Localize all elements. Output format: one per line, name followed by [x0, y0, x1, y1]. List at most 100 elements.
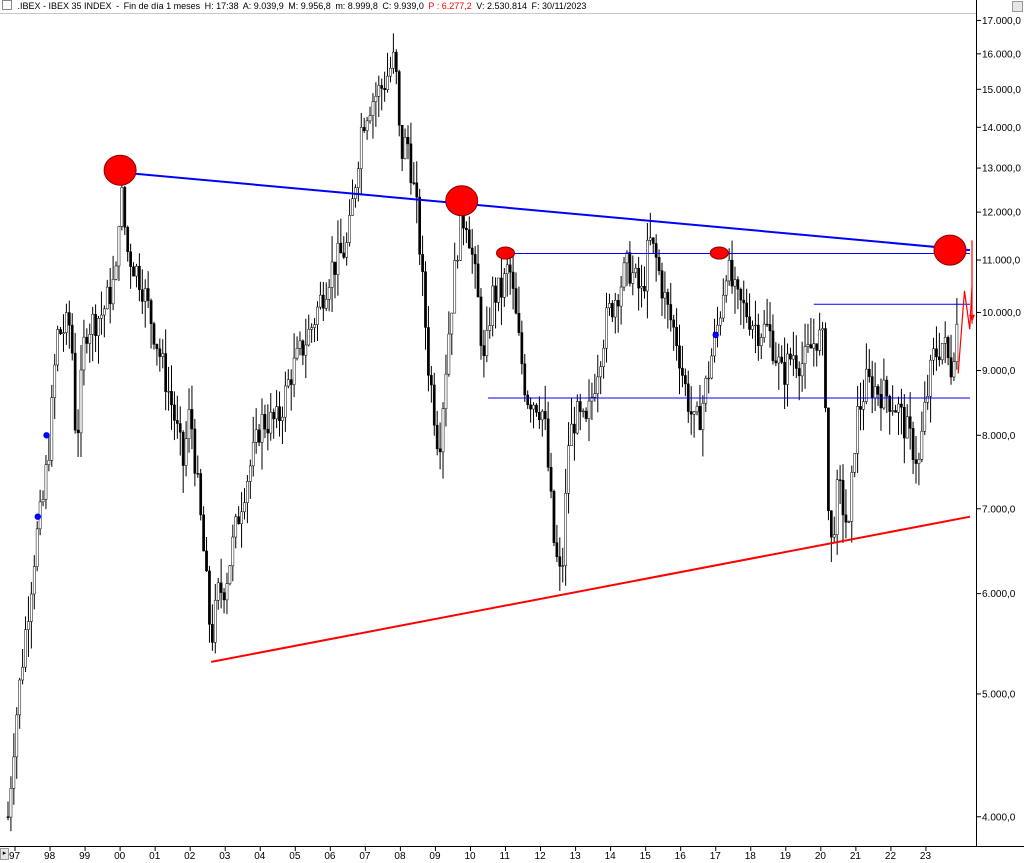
- price-body: [724, 280, 728, 296]
- close-value: C: 9.939,0: [382, 1, 424, 11]
- price-axis[interactable]: [976, 0, 1024, 846]
- price-body: [786, 353, 789, 385]
- y-tick-label: 6.000,0: [982, 589, 1016, 600]
- price-body: [657, 257, 661, 272]
- price-body: [412, 182, 416, 184]
- price-body: [704, 378, 708, 404]
- price-body: [257, 429, 261, 443]
- price-body: [783, 362, 786, 385]
- close-icon[interactable]: [2, 0, 12, 10]
- price-body: [759, 337, 763, 346]
- price-body: [406, 137, 410, 145]
- x-tick-label: 23: [920, 851, 932, 862]
- price-body: [345, 242, 349, 258]
- price-body: [940, 343, 944, 361]
- price-body: [263, 414, 267, 430]
- price-body: [15, 714, 19, 758]
- price-body: [573, 423, 576, 434]
- price-body: [619, 286, 623, 307]
- y-tick-label: 9.000,0: [982, 366, 1016, 377]
- y-tick-label: 5.000,0: [982, 689, 1016, 700]
- price-body: [248, 465, 252, 482]
- price-body: [424, 271, 427, 328]
- price-body: [403, 137, 407, 159]
- price-body: [196, 473, 200, 475]
- price-body: [272, 411, 276, 420]
- price-body: [117, 226, 121, 267]
- pivot-circle: [445, 185, 479, 217]
- time-axis[interactable]: [0, 846, 1024, 863]
- price-body: [138, 265, 141, 290]
- scroll-left-button[interactable]: ▸: [0, 848, 9, 860]
- price-body: [873, 386, 877, 399]
- price-body: [254, 429, 258, 443]
- axis-settings-button[interactable]: [1012, 1, 1023, 12]
- price-body: [438, 448, 442, 453]
- price-body: [628, 252, 632, 284]
- x-tick-label: 09: [429, 851, 441, 862]
- price-body: [286, 379, 290, 387]
- price-body: [494, 285, 497, 303]
- x-tick-label: 97: [9, 851, 21, 862]
- price-body: [938, 356, 941, 361]
- price-body: [558, 556, 562, 567]
- price-body: [222, 592, 226, 601]
- price-body: [6, 816, 10, 818]
- y-tick-label: 15.000,0: [982, 85, 1021, 96]
- price-body: [929, 359, 932, 397]
- price-body: [771, 330, 775, 362]
- price-body: [888, 396, 892, 412]
- x-tick-label: 02: [184, 851, 196, 862]
- x-tick-label: 01: [149, 851, 161, 862]
- price-body: [161, 353, 165, 357]
- price-body: [421, 253, 424, 272]
- price-body: [806, 344, 810, 347]
- price-body: [357, 168, 360, 188]
- price-body: [943, 337, 947, 344]
- price-body: [745, 302, 749, 318]
- period-label: Fin de día 1 meses: [123, 1, 201, 11]
- price-body: [894, 410, 897, 413]
- price-body: [184, 438, 188, 466]
- price-body: [202, 514, 205, 552]
- price-body: [278, 406, 281, 421]
- price-body: [681, 367, 684, 376]
- price-body: [502, 273, 506, 298]
- pivot-circle: [496, 246, 516, 260]
- marker-group: [34, 154, 967, 520]
- price-body: [170, 391, 173, 406]
- price-body: [62, 332, 65, 334]
- price-body: [108, 286, 112, 305]
- price-body: [917, 459, 921, 464]
- price-body: [701, 402, 705, 430]
- price-body: [756, 324, 760, 346]
- x-tick-label: 14: [605, 851, 617, 862]
- price-body: [374, 96, 378, 102]
- x-tick-label: 07: [359, 851, 371, 862]
- price-body: [543, 411, 547, 420]
- price-body: [53, 364, 57, 398]
- y-axis-ticks: 4.000,0 5.000,0 6.000,0 7.000,0 8.000,0 9.000…: [976, 16, 1021, 823]
- price-body: [164, 353, 168, 392]
- price-body: [751, 325, 754, 330]
- price-body: [208, 570, 211, 625]
- price-body: [234, 516, 238, 538]
- pivot-circle: [709, 246, 729, 260]
- price-body: [211, 624, 214, 643]
- x-axis-ticks: 97 98 99 00 01 02 03 04 05 06 07 08 09 10 11 12 13 14 15 16…: [9, 846, 931, 862]
- price-body: [867, 368, 871, 377]
- x-tick-label: 21: [850, 851, 862, 862]
- price-body: [876, 386, 880, 395]
- price-body: [73, 352, 77, 431]
- x-tick-label: 03: [219, 851, 231, 862]
- price-body: [584, 410, 588, 419]
- x-tick-label: 12: [535, 851, 547, 862]
- price-body: [508, 264, 512, 273]
- y-tick-label: 16.000,0: [982, 49, 1021, 60]
- price-body: [654, 243, 658, 258]
- price-body: [716, 324, 719, 333]
- price-body: [158, 348, 162, 357]
- price-body: [765, 323, 769, 326]
- price-body: [844, 514, 848, 523]
